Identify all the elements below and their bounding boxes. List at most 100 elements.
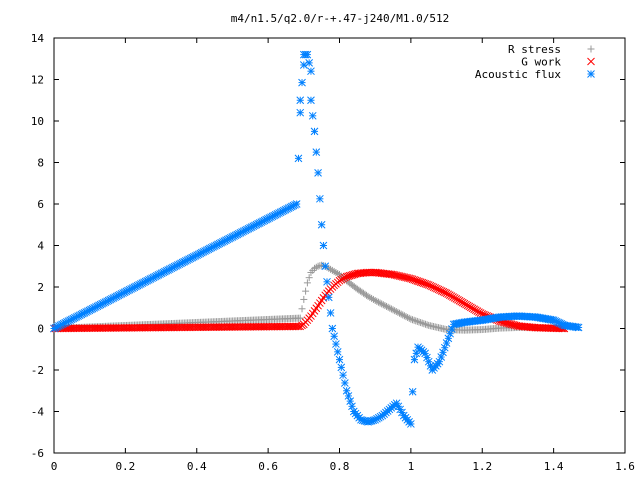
data-point [394, 308, 402, 316]
data-point [311, 264, 319, 272]
legend-marker [587, 45, 595, 53]
data-point [420, 320, 428, 328]
y-tick-label: -4 [31, 406, 45, 419]
x-axis-ticks: 0 0.2 0.4 0.6 0.8 1 1.2 1.4 1.6 [51, 38, 635, 473]
y-axis-ticks: -6 -4 -2 0 2 4 6 8 10 12 14 [31, 32, 625, 460]
data-point [376, 299, 384, 307]
legend-label: R stress [508, 43, 561, 56]
legend-marker [587, 70, 595, 78]
data-point [293, 322, 301, 331]
y-tick-label: 14 [31, 32, 45, 45]
data-point [399, 311, 407, 319]
data-point [391, 307, 399, 315]
data-point [308, 111, 317, 120]
data-point [323, 277, 331, 286]
data-point [348, 402, 356, 411]
data-point [298, 305, 306, 313]
data-point [404, 313, 412, 321]
y-tick-label: -2 [31, 364, 44, 377]
legend-label: G work [521, 56, 561, 69]
data-point [407, 315, 415, 323]
x-tick-label: 0.2 [115, 460, 135, 473]
data-point [303, 279, 311, 287]
data-point [423, 321, 431, 329]
data-point [342, 272, 351, 281]
data-point [410, 316, 418, 324]
data-point [342, 386, 351, 395]
data-point [408, 387, 417, 396]
data-point [348, 270, 357, 279]
data-point [310, 127, 319, 136]
data-point [328, 266, 336, 274]
data-point [307, 67, 315, 76]
data-point [374, 298, 382, 306]
data-point [397, 310, 405, 318]
data-point [339, 274, 347, 283]
data-point [383, 302, 391, 310]
data-point [316, 194, 324, 203]
data-point [305, 274, 313, 282]
x-tick-label: 0.6 [258, 460, 278, 473]
data-point [324, 293, 333, 302]
data-point [381, 302, 389, 310]
y-tick-label: 0 [37, 323, 44, 336]
data-point [417, 319, 425, 327]
data-point [319, 241, 328, 250]
data-point [314, 262, 322, 270]
x-tick-label: 1.6 [615, 460, 635, 473]
data-point [335, 355, 344, 364]
data-point [314, 169, 322, 177]
y-tick-label: -6 [31, 447, 44, 460]
data-point [307, 96, 315, 105]
data-point [364, 292, 372, 300]
data-point [330, 332, 339, 341]
data-point [332, 268, 340, 276]
data-point [384, 303, 392, 311]
data-point [339, 371, 347, 380]
x-tick-label: 1.2 [472, 460, 492, 473]
y-tick-label: 2 [37, 281, 44, 294]
y-tick-label: 6 [37, 198, 44, 211]
data-point [340, 379, 349, 387]
series-layer [50, 50, 583, 428]
data-point [405, 314, 413, 322]
data-point [378, 300, 386, 308]
data-point [302, 287, 310, 295]
data-point [337, 363, 346, 372]
data-point [418, 319, 426, 327]
data-point [346, 397, 355, 405]
data-point [396, 309, 404, 317]
x-tick-label: 0.4 [187, 460, 207, 473]
data-point [379, 301, 387, 309]
data-point [402, 313, 410, 321]
x-tick-label: 1.4 [544, 460, 564, 473]
x-tick-label: 1 [408, 460, 415, 473]
data-point [407, 420, 415, 428]
data-point [298, 78, 306, 87]
data-point [389, 306, 397, 314]
data-point [312, 148, 321, 156]
data-point [421, 349, 430, 358]
data-point [312, 263, 320, 271]
y-tick-label: 10 [31, 115, 44, 128]
data-point [325, 264, 333, 272]
series-acoustic-flux [50, 50, 583, 428]
data-point [305, 59, 314, 67]
data-point [335, 276, 344, 285]
data-point [321, 262, 330, 271]
data-point [421, 320, 429, 328]
data-point [296, 96, 305, 105]
data-point [413, 317, 421, 325]
data-point [387, 305, 395, 313]
data-point [412, 317, 420, 325]
data-point [326, 309, 335, 317]
data-point [574, 323, 583, 332]
data-point [334, 270, 342, 278]
data-point [296, 322, 305, 331]
data-point [296, 108, 305, 117]
data-point [371, 296, 379, 304]
data-point [368, 294, 376, 302]
data-point [292, 200, 301, 208]
data-point [423, 353, 431, 362]
